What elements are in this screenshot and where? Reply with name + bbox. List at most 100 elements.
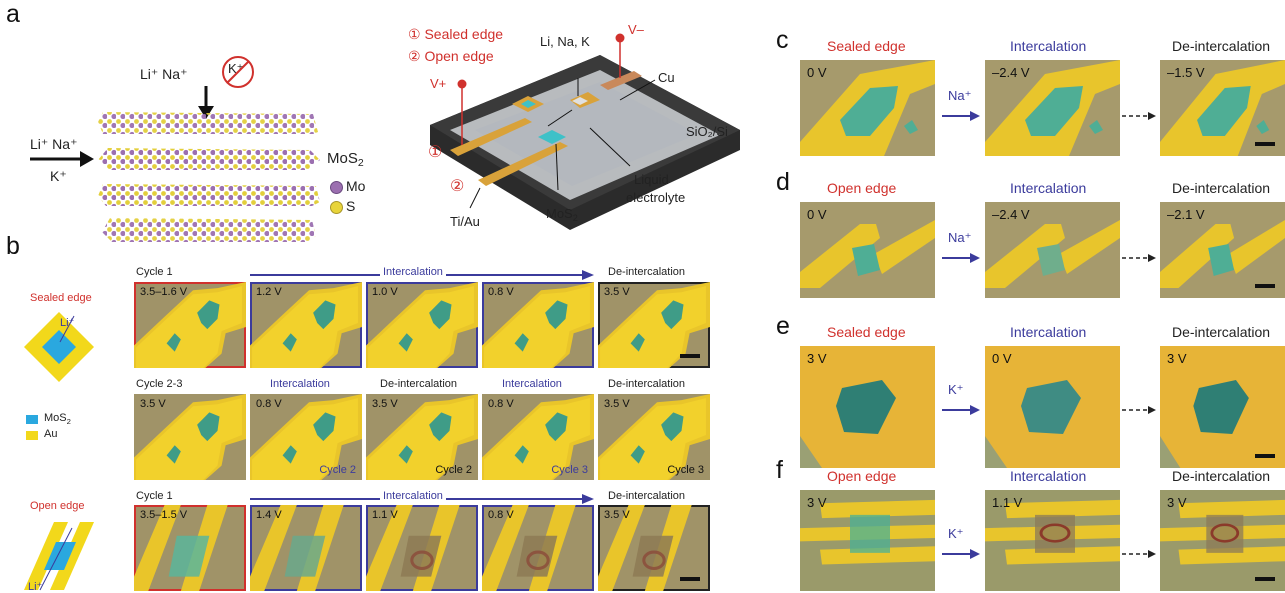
- micrograph-d-1: 0 V: [800, 202, 935, 298]
- sealed-edge-legend: ① Sealed edge: [408, 26, 504, 42]
- micrograph-c-3: –1.5 V: [1160, 60, 1285, 156]
- micrograph-row3-4: 0.8 V: [482, 505, 594, 591]
- deintercalation-title: De-intercalation: [1172, 468, 1271, 484]
- voltage-label: 3.5 V: [604, 398, 630, 410]
- blocked-ion-label: K⁺: [228, 61, 244, 76]
- voltage-label: 0 V: [807, 207, 827, 222]
- voltage-label: 3 V: [807, 351, 827, 366]
- scale-bar: [1255, 284, 1275, 288]
- voltage-label: 3 V: [807, 495, 827, 510]
- scale-bar: [1255, 142, 1275, 146]
- micrograph-row3-1: 3.5–1.5 V: [134, 505, 246, 591]
- edge-title: Sealed edge: [827, 324, 906, 340]
- micrograph-e-2: 0 V: [985, 346, 1120, 468]
- voltage-label: –1.5 V: [1167, 65, 1205, 80]
- cu-label: Cu: [658, 70, 675, 85]
- micrograph-row1-3: 1.0 V: [366, 282, 478, 368]
- panel-label-f: f: [776, 456, 783, 484]
- scale-bar: [680, 354, 700, 358]
- row1-deint-label: De-intercalation: [608, 266, 686, 278]
- voltage-label: 0 V: [807, 65, 827, 80]
- ion-arrow-icon: [942, 549, 980, 559]
- legend-mos2-label: MoS2: [44, 412, 71, 426]
- dashed-arrow-icon: [1122, 112, 1156, 120]
- sealed-edge-diagram: [24, 312, 94, 382]
- ion-k-left-label: K⁺: [50, 168, 67, 184]
- row2-header-3: Intercalation: [502, 378, 562, 390]
- voltage-label: 0.8 V: [256, 398, 282, 410]
- micrograph-row2-1: 3.5 V: [134, 394, 246, 480]
- voltage-label: 0.8 V: [488, 286, 514, 298]
- scale-bar: [1255, 454, 1275, 458]
- legend-au-swatch: [26, 431, 38, 440]
- row1-cycle-label: Cycle 1: [136, 266, 173, 278]
- micrograph-row2-3: 3.5 V Cycle 2: [366, 394, 478, 480]
- voltage-label: 3.5 V: [604, 509, 630, 521]
- intercalation-title: Intercalation: [1010, 180, 1087, 196]
- micrograph-e-1: 3 V: [800, 346, 935, 468]
- legend-s-label: S: [346, 198, 356, 214]
- v-minus-label: V–: [628, 22, 644, 37]
- micrograph-row1-5: 3.5 V: [598, 282, 710, 368]
- micrograph-f-3: 3 V: [1160, 490, 1285, 591]
- voltage-label: 3.5–1.5 V: [140, 509, 188, 521]
- legend-mos2-swatch: [26, 415, 38, 424]
- cycle-label: Cycle 3: [551, 464, 588, 476]
- b-open-title: Open edge: [30, 500, 85, 512]
- legend-mo-label: Mo: [346, 178, 366, 194]
- row2-header-1: Intercalation: [270, 378, 330, 390]
- row3-cycle-label: Cycle 1: [136, 490, 173, 502]
- edge-title: Sealed edge: [827, 38, 906, 54]
- mo-atom-icon: [330, 181, 343, 194]
- micrograph-row1-2: 1.2 V: [250, 282, 362, 368]
- voltage-label: 1.2 V: [256, 286, 282, 298]
- ion-arrow-icon: [942, 405, 980, 415]
- ion-label: K⁺: [948, 382, 964, 397]
- row3-intercalation-label: Intercalation: [380, 490, 446, 502]
- ion-arrow-down-icon: [198, 86, 214, 119]
- voltage-label: 3.5 V: [604, 286, 630, 298]
- ion-arrow-icon: [942, 253, 980, 263]
- voltage-label: 3.5 V: [372, 398, 398, 410]
- device-schematic: [430, 33, 740, 230]
- marker-1: ①: [428, 144, 443, 161]
- deintercalation-title: De-intercalation: [1172, 324, 1271, 340]
- ion-label: Na⁺: [948, 88, 972, 103]
- micrograph-d-3: –2.1 V: [1160, 202, 1285, 298]
- ion-arrow-icon: [942, 111, 980, 121]
- voltage-label: 0 V: [992, 351, 1012, 366]
- row2-header-2: De-intercalation: [380, 378, 458, 390]
- panel-label-e: e: [776, 312, 790, 340]
- row3-deint-label: De-intercalation: [608, 490, 686, 502]
- device-ions-label: Li, Na, K: [540, 34, 590, 49]
- liquid-label: Liquid: [634, 172, 669, 187]
- scale-bar: [1255, 577, 1275, 581]
- ion-label: Na⁺: [948, 230, 972, 245]
- micrograph-c-2: –2.4 V: [985, 60, 1120, 156]
- micrograph-f-1: 3 V: [800, 490, 935, 591]
- deintercalation-title: De-intercalation: [1172, 38, 1271, 54]
- voltage-label: 1.1 V: [992, 495, 1023, 510]
- legend-au-label: Au: [44, 428, 58, 440]
- micrograph-row3-5: 3.5 V: [598, 505, 710, 591]
- marker-2: ②: [450, 178, 465, 195]
- intercalation-title: Intercalation: [1010, 468, 1087, 484]
- intercalation-title: Intercalation: [1010, 38, 1087, 54]
- open-edge-legend: ② Open edge: [408, 48, 494, 64]
- edge-title: Open edge: [827, 180, 897, 196]
- row1-intercalation-label: Intercalation: [380, 266, 446, 278]
- tiau-label: Ti/Au: [450, 214, 480, 229]
- ions-left-label: Li⁺ Na⁺: [30, 136, 78, 152]
- micrograph-row3-3: 1.1 V: [366, 505, 478, 591]
- b-sealed-title: Sealed edge: [30, 292, 92, 304]
- deintercalation-title: De-intercalation: [1172, 180, 1271, 196]
- row2-cycle-label: Cycle 2-3: [136, 378, 183, 390]
- sio2-label: SiO₂/Si: [686, 124, 728, 139]
- blocked-ion-icon: [222, 56, 254, 88]
- voltage-label: 3.5 V: [140, 398, 166, 410]
- mos2-layer-structure: [98, 112, 320, 242]
- micrograph-row1-4: 0.8 V: [482, 282, 594, 368]
- ion-arrow-right-icon: [30, 151, 94, 167]
- voltage-label: 0.8 V: [488, 398, 514, 410]
- micrograph-f-2: 1.1 V: [985, 490, 1120, 591]
